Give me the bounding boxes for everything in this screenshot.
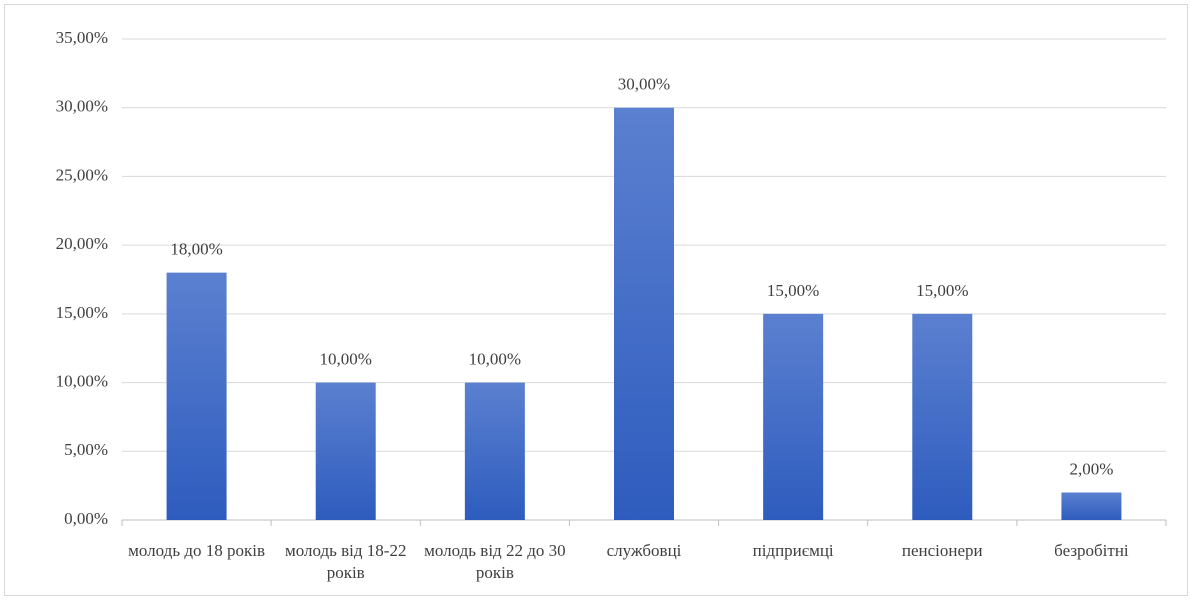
y-tick-label: 30,00% (56, 97, 108, 116)
bar (464, 382, 525, 520)
data-label: 15,00% (916, 281, 968, 300)
data-label: 2,00% (1069, 459, 1113, 478)
y-tick-label: 20,00% (56, 234, 108, 253)
chart-border (4, 4, 1188, 596)
y-tick-label: 15,00% (56, 303, 108, 322)
data-label: 10,00% (469, 349, 521, 368)
bar (166, 272, 227, 520)
data-label: 15,00% (767, 281, 819, 300)
x-tick-label: молодь від 22 до 30 років (424, 541, 566, 582)
x-tick-label: молодь до 18 років (128, 541, 265, 560)
x-tick-label: безробітні (1054, 541, 1129, 560)
x-tick-label: підприємці (752, 541, 834, 560)
bar (763, 313, 824, 520)
y-tick-label: 35,00% (56, 28, 108, 47)
y-tick-label: 5,00% (64, 440, 108, 459)
data-label: 30,00% (618, 75, 670, 94)
x-tick-label: молодь від 18-22 років (284, 541, 407, 582)
bar (1061, 492, 1122, 520)
y-tick-label: 10,00% (56, 371, 108, 390)
bar (912, 313, 973, 520)
x-tick-label: пенсіонери (901, 541, 983, 560)
bar (614, 107, 674, 520)
bar (315, 382, 376, 520)
data-label: 10,00% (320, 349, 372, 368)
data-label: 18,00% (170, 240, 222, 259)
y-tick-label: 25,00% (56, 165, 108, 184)
y-tick-label: 0,00% (64, 509, 108, 528)
x-tick-label: службовці (606, 541, 682, 560)
